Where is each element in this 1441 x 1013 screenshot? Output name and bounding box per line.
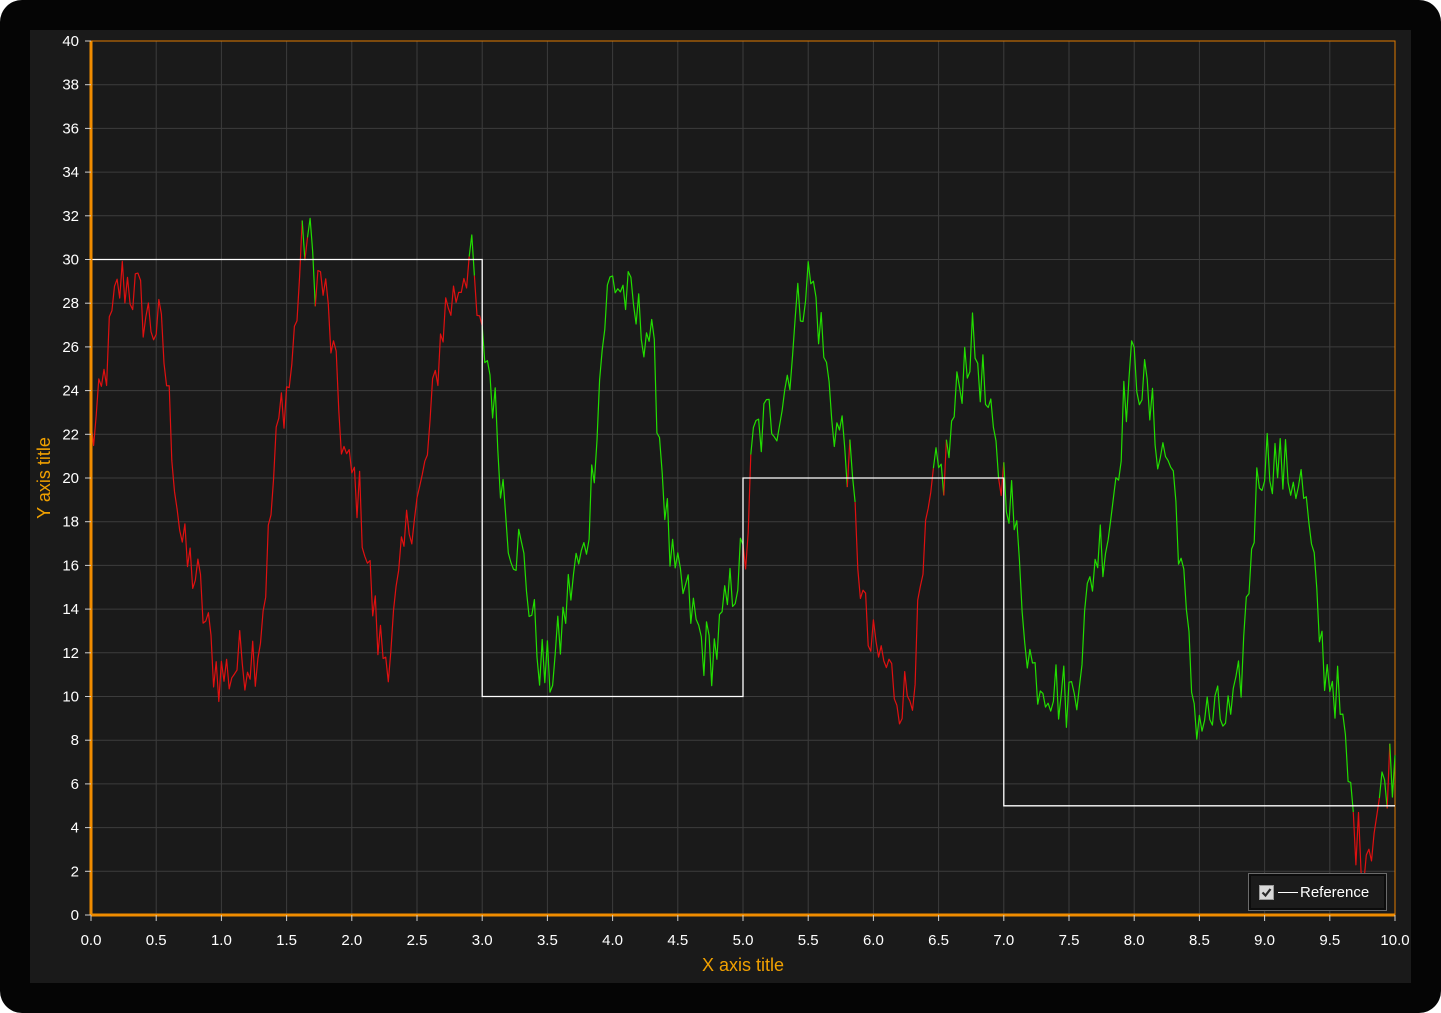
legend-line-swatch: [1278, 891, 1298, 893]
signal-segment-below: [90, 220, 303, 703]
x-tick-label: 4.0: [602, 932, 623, 949]
signal-segment-above: [849, 439, 856, 503]
reference-step-line: [91, 258, 1395, 807]
checkmark-icon: [1261, 887, 1272, 897]
y-axis-title: Y axis title: [34, 437, 54, 519]
y-tick-label: 2: [71, 863, 79, 880]
y-tick-label: 24: [62, 383, 79, 400]
signal-segment-above: [301, 220, 306, 261]
signal-segment-below: [1352, 797, 1380, 885]
legend: Reference: [1248, 873, 1387, 911]
signal-segment-below: [314, 256, 470, 683]
x-tick-label: 5.5: [798, 932, 819, 949]
y-tick-label: 18: [62, 514, 79, 531]
x-tick-label: 8.5: [1189, 932, 1210, 949]
legend-checkbox[interactable]: [1259, 884, 1274, 900]
signal-segment-above: [750, 261, 848, 488]
x-axis-title: X axis title: [702, 955, 784, 975]
signal-segment-below: [854, 468, 934, 725]
y-tick-label: 14: [62, 601, 79, 618]
y-tick-label: 12: [62, 645, 79, 662]
signal-segment-below: [304, 237, 309, 261]
series-layer: [90, 217, 1396, 885]
signal-segment-above: [306, 217, 316, 307]
y-tick-label: 8: [71, 732, 79, 749]
x-tick-label: 0.0: [81, 932, 102, 949]
x-tick-label: 5.0: [733, 932, 754, 949]
signal-segment-below: [943, 439, 947, 496]
signal-segment-below: [846, 439, 851, 488]
y-tick-label: 38: [62, 77, 79, 94]
signal-segment-below: [473, 275, 483, 327]
x-tick-label: 8.0: [1124, 932, 1145, 949]
signal-segment-above: [1003, 340, 1354, 813]
x-tick-label: 2.0: [341, 932, 362, 949]
y-tick-label: 10: [62, 689, 79, 706]
x-tick-label: 7.0: [993, 932, 1014, 949]
y-tick-label: 32: [62, 208, 79, 225]
x-tick-label: 1.0: [211, 932, 232, 949]
y-tick-label: 40: [62, 33, 79, 50]
signal-segment-above: [468, 234, 475, 276]
x-tick-label: 3.5: [537, 932, 558, 949]
y-tick-label: 36: [62, 120, 79, 137]
x-tick-label: 9.5: [1319, 932, 1340, 949]
y-tick-label: 28: [62, 295, 79, 312]
signal-segment-above: [932, 447, 945, 496]
x-tick-label: 0.5: [146, 932, 167, 949]
x-tick-label: 2.5: [407, 932, 428, 949]
signal-segment-above: [1378, 771, 1388, 809]
x-tick-label: 9.0: [1254, 932, 1275, 949]
y-tick-label: 16: [62, 557, 79, 574]
y-tick-label: 20: [62, 470, 79, 487]
x-tick-label: 1.5: [276, 932, 297, 949]
signal-segment-below: [998, 462, 1005, 497]
signal-segment-above: [1389, 743, 1396, 798]
signal-segment-below: [1386, 743, 1391, 809]
x-tick-label: 6.0: [863, 932, 884, 949]
x-tick-label: 6.5: [928, 932, 949, 949]
y-tick-label: 22: [62, 426, 79, 443]
signal-segment-above: [945, 312, 1000, 479]
legend-label-reference: Reference: [1300, 883, 1370, 901]
signal-segment-above: [481, 271, 744, 693]
x-tick-label: 4.5: [667, 932, 688, 949]
axis-ticks: 0.0 0.5 1.0 1.5 2.0 2.5 3.0 3.5 4.0 4.5 5.0 5.5 6.0 6…: [62, 33, 1409, 949]
x-tick-label: 7.5: [1059, 932, 1080, 949]
line-chart: 0.0 0.5 1.0 1.5 2.0 2.5 3.0 3.5 4.0 4.5 5.0 5.5 6.0 6…: [34, 33, 1410, 975]
y-tick-label: 4: [71, 820, 79, 837]
y-tick-label: 30: [62, 252, 79, 269]
signal-segment-below: [742, 454, 752, 570]
y-tick-label: 0: [71, 907, 79, 924]
x-tick-label: 10.0: [1380, 932, 1409, 949]
y-tick-label: 6: [71, 776, 79, 793]
y-tick-label: 34: [62, 164, 79, 181]
y-tick-label: 26: [62, 339, 79, 356]
chart-panel: 0.0 0.5 1.0 1.5 2.0 2.5 3.0 3.5 4.0 4.5 5.0 5.5 6.0 6…: [30, 30, 1411, 983]
x-tick-label: 3.0: [472, 932, 493, 949]
